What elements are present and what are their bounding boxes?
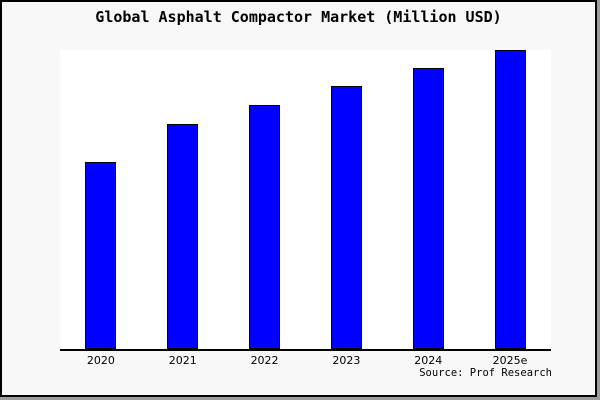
x-tick-label-2020: 2020 (86, 354, 115, 367)
x-tick-label-2023: 2023 (332, 354, 361, 367)
x-tick-label-2025e: 2025e (492, 354, 528, 367)
source-note: Source: Prof Research (419, 367, 552, 379)
bar-2021 (167, 123, 199, 349)
x-tick-label-2024: 2024 (414, 354, 443, 367)
x-tick-label-2022: 2022 (250, 354, 279, 367)
bar-slot (305, 50, 387, 349)
bar-slot (469, 50, 551, 349)
bar-slot (60, 50, 142, 349)
bar-2025e (494, 50, 526, 349)
bar-slot (142, 50, 224, 349)
bar-2023 (330, 86, 362, 349)
x-tick-label-2021: 2021 (168, 354, 197, 367)
bar-slot (387, 50, 469, 349)
bar-slot (224, 50, 306, 349)
bar-2024 (412, 68, 444, 349)
bar-2020 (85, 162, 117, 349)
bar-2022 (249, 105, 281, 349)
bars-container (60, 50, 551, 349)
plot-area (60, 50, 551, 351)
chart-title: Global Asphalt Compactor Market (Million… (95, 8, 502, 26)
x-tick-labels: 2020 2021 2022 2023 2024 2025e (60, 354, 551, 367)
